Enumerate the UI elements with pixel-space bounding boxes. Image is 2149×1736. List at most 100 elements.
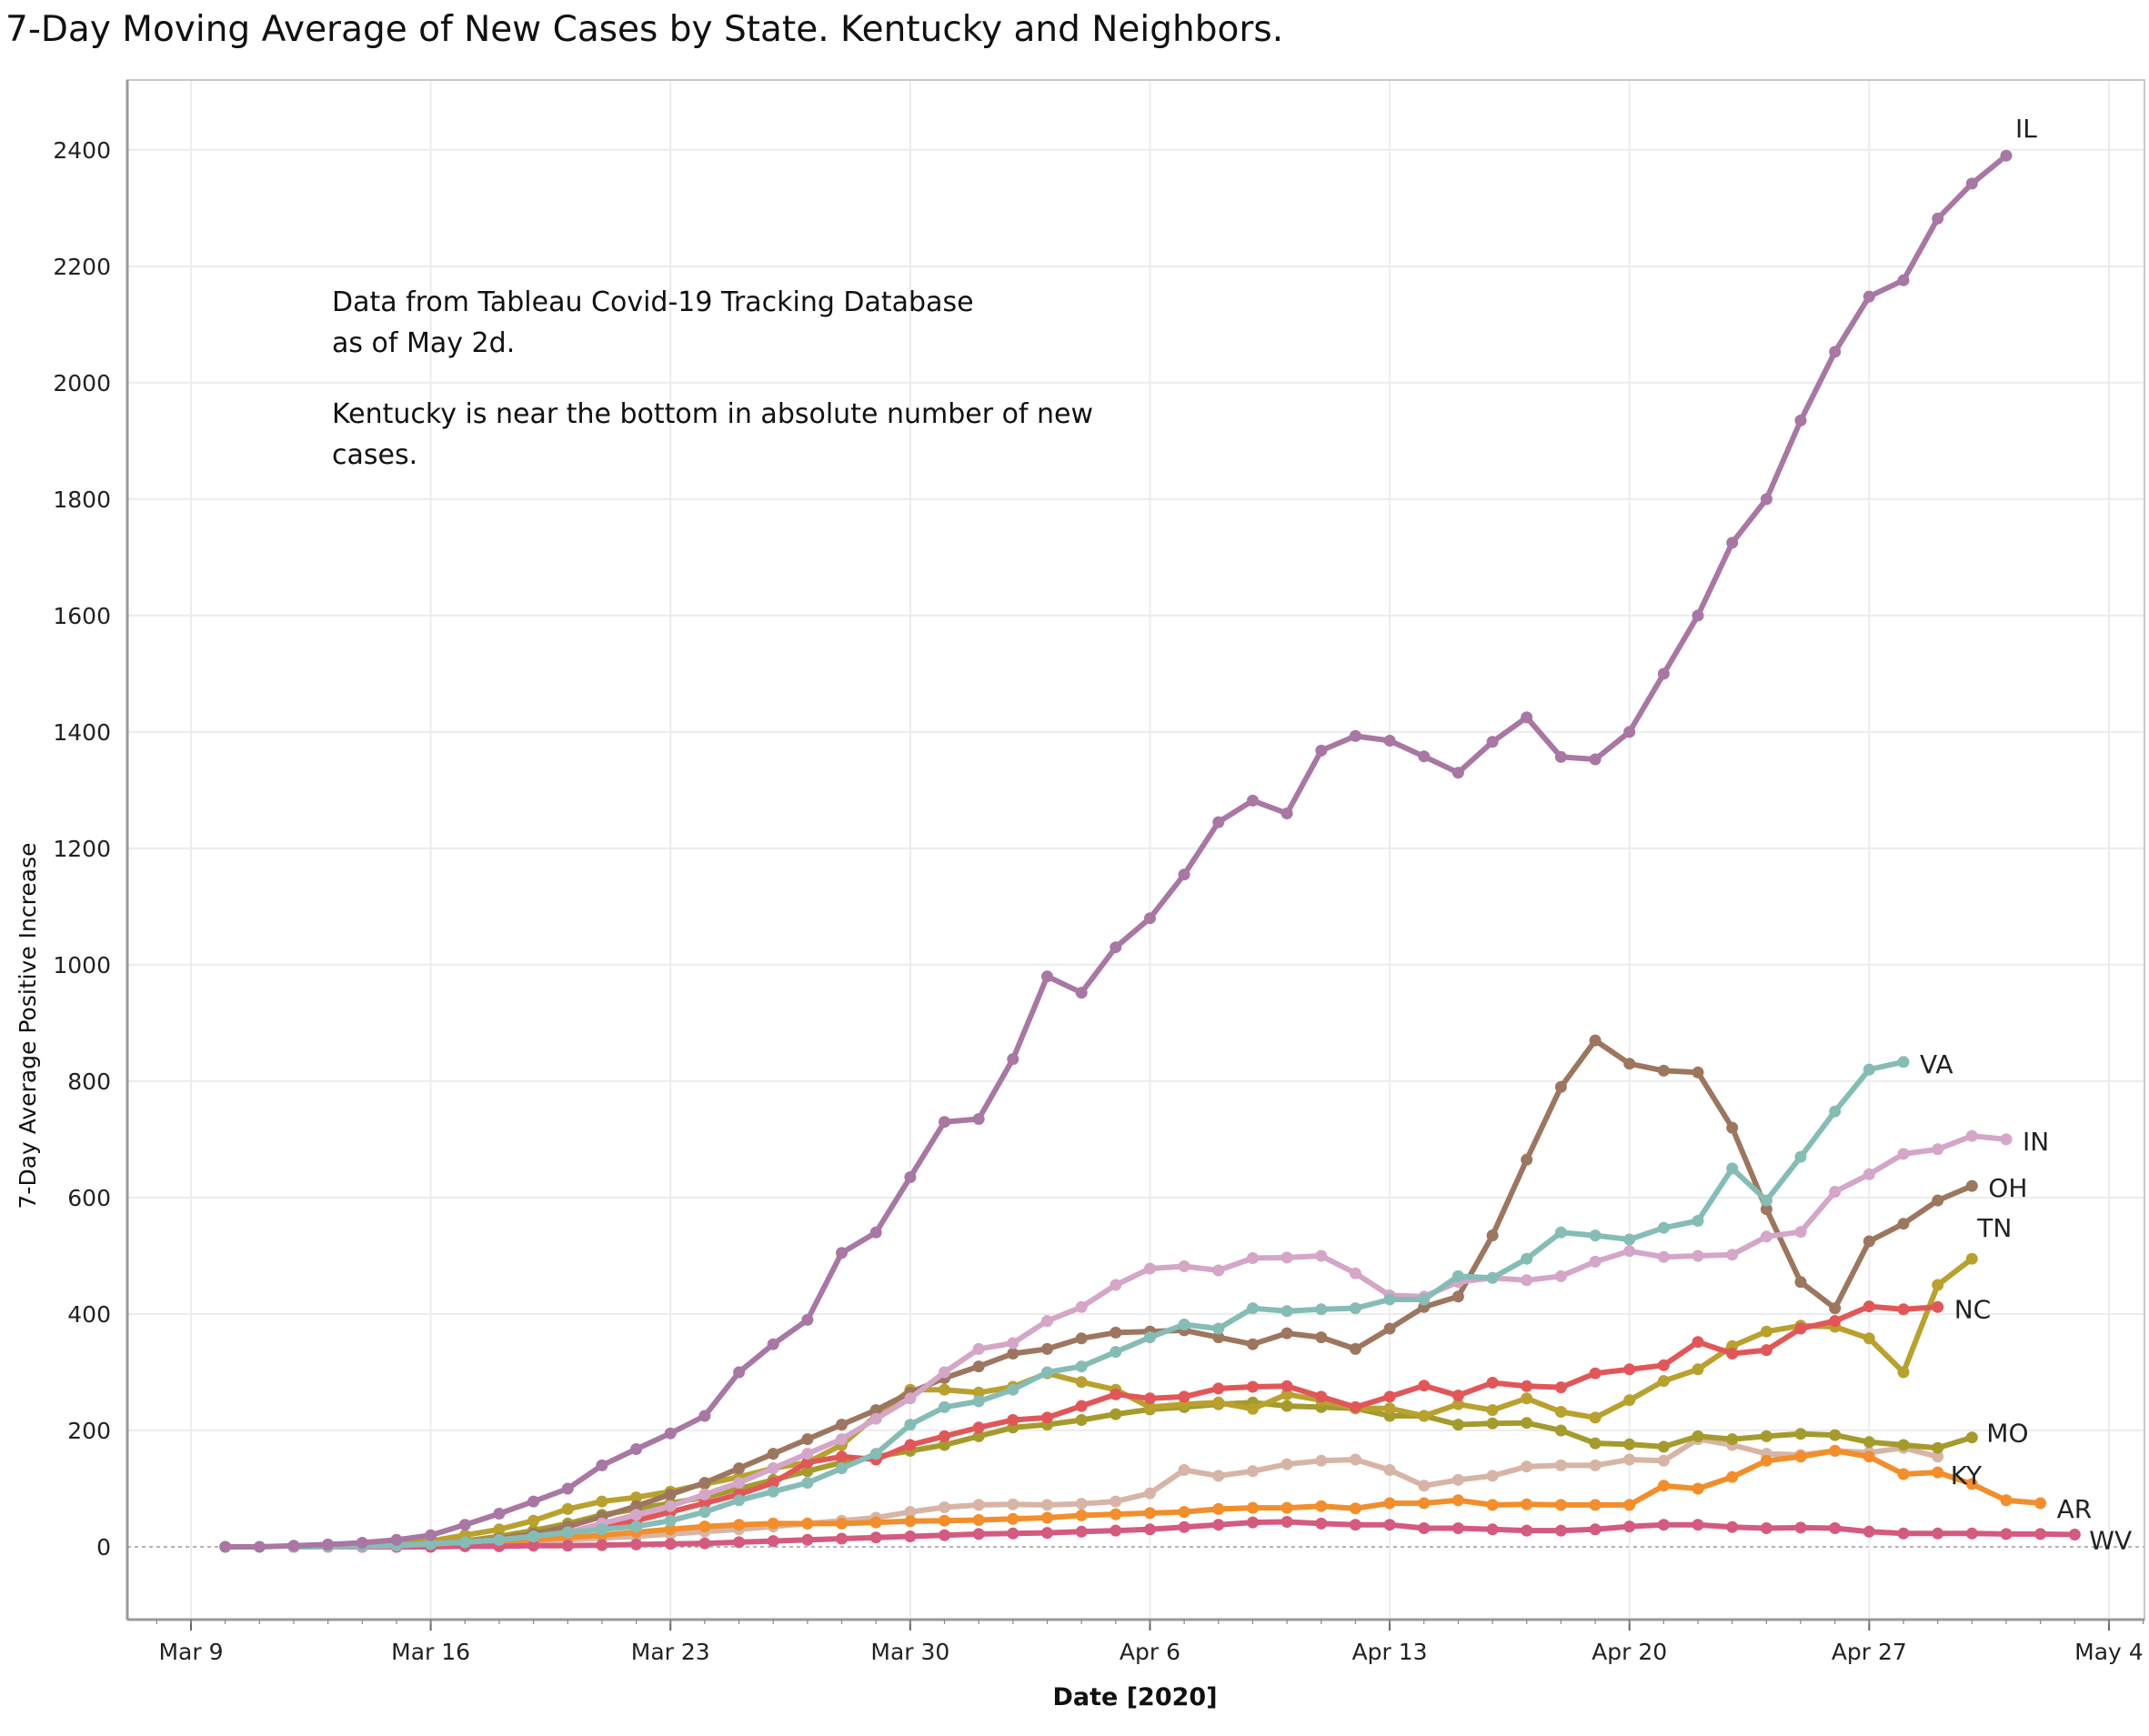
data-point-mo — [1589, 1437, 1602, 1450]
data-point-il — [1280, 808, 1293, 819]
data-point-va — [493, 1533, 506, 1546]
data-point-nc — [1212, 1382, 1225, 1395]
data-point-in — [1760, 1230, 1772, 1243]
data-point-ar — [1932, 1466, 1944, 1479]
data-point-wv — [1041, 1527, 1053, 1540]
y-tick-label: 600 — [67, 1185, 111, 1211]
data-point-va — [1144, 1331, 1156, 1344]
data-point-il — [1349, 729, 1361, 742]
data-point-wv — [1212, 1519, 1225, 1531]
data-point-wv — [1418, 1522, 1431, 1534]
annotation-text: Data from Tableau Covid-19 Tracking Data… — [332, 286, 1093, 471]
data-point-il — [458, 1519, 471, 1531]
x-tick-label: Mar 23 — [631, 1639, 710, 1665]
data-point-in — [1110, 1279, 1122, 1291]
data-point-mo — [1760, 1430, 1772, 1442]
data-point-tn — [630, 1491, 643, 1504]
data-point-ky — [1041, 1499, 1053, 1511]
data-point-il — [1726, 537, 1739, 549]
data-point-ky — [1212, 1470, 1225, 1482]
data-point-il — [733, 1366, 746, 1379]
data-point-va — [630, 1520, 643, 1533]
data-point-il — [1041, 970, 1053, 983]
data-point-va — [801, 1477, 814, 1490]
data-point-wv — [1794, 1521, 1807, 1534]
data-point-oh — [1349, 1342, 1361, 1355]
data-point-tn — [1280, 1388, 1293, 1400]
data-point-oh — [1521, 1153, 1533, 1166]
data-point-ar — [1451, 1494, 1464, 1507]
data-point-nc — [698, 1497, 711, 1510]
x-tick-label: Apr 20 — [1592, 1639, 1667, 1665]
series-il — [219, 149, 2013, 1553]
data-point-tn — [1863, 1332, 1875, 1345]
data-point-nc — [904, 1439, 917, 1451]
data-point-va — [1110, 1346, 1122, 1359]
data-point-tn — [1486, 1404, 1499, 1417]
x-tick-label: Mar 9 — [158, 1639, 223, 1665]
data-point-tn — [1521, 1392, 1533, 1405]
data-point-nc — [1623, 1363, 1636, 1376]
data-point-tn — [1075, 1376, 1088, 1389]
data-point-ky — [1247, 1465, 1259, 1478]
series-line-ar — [291, 1448, 2044, 1550]
data-point-ar — [1110, 1508, 1122, 1520]
data-point-il — [425, 1529, 437, 1541]
data-point-in — [1863, 1168, 1875, 1180]
data-point-in — [1007, 1337, 1019, 1350]
data-point-mo — [1075, 1414, 1088, 1426]
data-point-il — [1589, 753, 1602, 766]
data-point-nc — [1897, 1303, 1910, 1316]
data-point-ar — [1726, 1470, 1739, 1483]
data-point-il — [698, 1410, 711, 1422]
data-point-va — [1349, 1302, 1361, 1315]
data-point-in — [904, 1392, 917, 1405]
data-point-in — [1315, 1249, 1328, 1262]
data-point-in — [1692, 1249, 1704, 1262]
data-point-va — [664, 1514, 677, 1527]
data-point-tn — [1383, 1402, 1396, 1415]
data-point-oh — [801, 1433, 814, 1446]
data-point-nc — [1383, 1390, 1396, 1403]
data-point-wv — [527, 1540, 540, 1552]
y-tick-label: 2000 — [53, 370, 111, 396]
series-va — [287, 1056, 1910, 1553]
data-point-va — [1692, 1215, 1704, 1227]
data-point-in — [869, 1412, 882, 1425]
data-point-wv — [1692, 1519, 1704, 1531]
data-point-tn — [1247, 1402, 1259, 1415]
data-point-in — [1589, 1255, 1602, 1268]
data-point-ar — [972, 1514, 985, 1526]
data-point-wv — [1589, 1523, 1602, 1536]
data-point-in — [1247, 1252, 1259, 1264]
data-point-nc — [1726, 1348, 1739, 1360]
data-point-tn — [1932, 1279, 1944, 1291]
data-point-oh — [733, 1462, 746, 1475]
data-point-il — [1521, 711, 1533, 724]
data-point-nc — [1007, 1414, 1019, 1426]
data-point-wv — [1863, 1525, 1875, 1538]
data-point-va — [1280, 1305, 1293, 1318]
data-point-wv — [1554, 1524, 1567, 1537]
data-point-tn — [972, 1386, 985, 1399]
y-tick-label: 800 — [67, 1069, 111, 1095]
data-point-oh — [1829, 1302, 1842, 1315]
data-point-wv — [2000, 1528, 2013, 1540]
data-point-tn — [1212, 1396, 1225, 1409]
data-point-nc — [1315, 1390, 1328, 1403]
series-label-in: IN — [2023, 1127, 2049, 1157]
data-point-ky — [1075, 1498, 1088, 1510]
data-point-va — [1760, 1194, 1772, 1207]
data-point-tn — [1965, 1252, 1978, 1265]
data-point-tn — [1657, 1375, 1670, 1388]
data-point-ar — [1144, 1507, 1156, 1520]
data-point-oh — [1554, 1080, 1567, 1093]
data-point-ar — [1280, 1501, 1293, 1514]
data-point-in — [972, 1342, 985, 1355]
series-label-oh: OH — [1988, 1173, 2027, 1203]
data-point-va — [698, 1506, 711, 1519]
data-point-ky — [1521, 1460, 1533, 1473]
data-point-wv — [2068, 1529, 2081, 1540]
data-point-va — [1451, 1269, 1464, 1282]
data-point-il — [493, 1508, 506, 1520]
